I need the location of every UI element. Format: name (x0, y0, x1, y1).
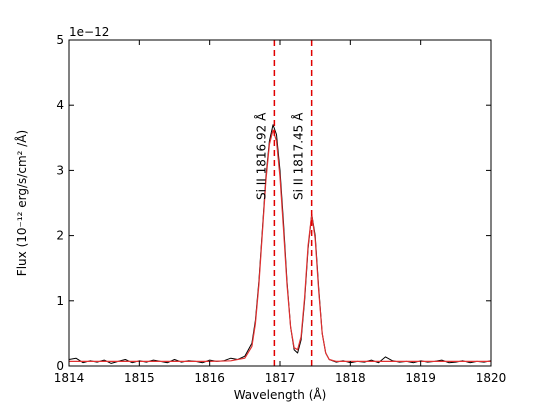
y-tick-label: 3 (56, 163, 64, 177)
y-tick-label: 1 (56, 294, 64, 308)
line-annotations: Si II 1816.92 Å Si II 1817.45 Å (253, 112, 305, 200)
y-tick-label: 2 (56, 229, 64, 243)
x-tick-label: 1818 (335, 371, 366, 385)
x-tick-label: 1815 (124, 371, 155, 385)
y-tick-label: 5 (56, 33, 64, 47)
x-tick-label: 1816 (194, 371, 225, 385)
y-tick-label: 4 (56, 98, 64, 112)
x-axis-ticks: 1814 1815 1816 1817 1818 1819 1820 (54, 40, 507, 385)
x-tick-label: 1820 (476, 371, 507, 385)
x-tick-label: 1817 (265, 371, 296, 385)
y-offset-label: 1e−12 (69, 25, 109, 39)
series-lines (68, 124, 492, 364)
line-annotation: Si II 1817.45 Å (291, 112, 306, 200)
marker-lines (273, 40, 313, 366)
line-annotation: Si II 1816.92 Å (253, 112, 268, 200)
model-fit-line (69, 129, 491, 362)
y-axis-label: Flux (10⁻¹² erg/s/cm² /Å) (14, 130, 29, 276)
x-tick-label: 1819 (405, 371, 436, 385)
y-tick-label: 0 (56, 359, 64, 373)
x-tick-label: 1814 (54, 371, 85, 385)
x-axis-label: Wavelength (Å) (234, 387, 327, 402)
y-axis-ticks: 0 1 2 3 4 5 (56, 33, 491, 373)
